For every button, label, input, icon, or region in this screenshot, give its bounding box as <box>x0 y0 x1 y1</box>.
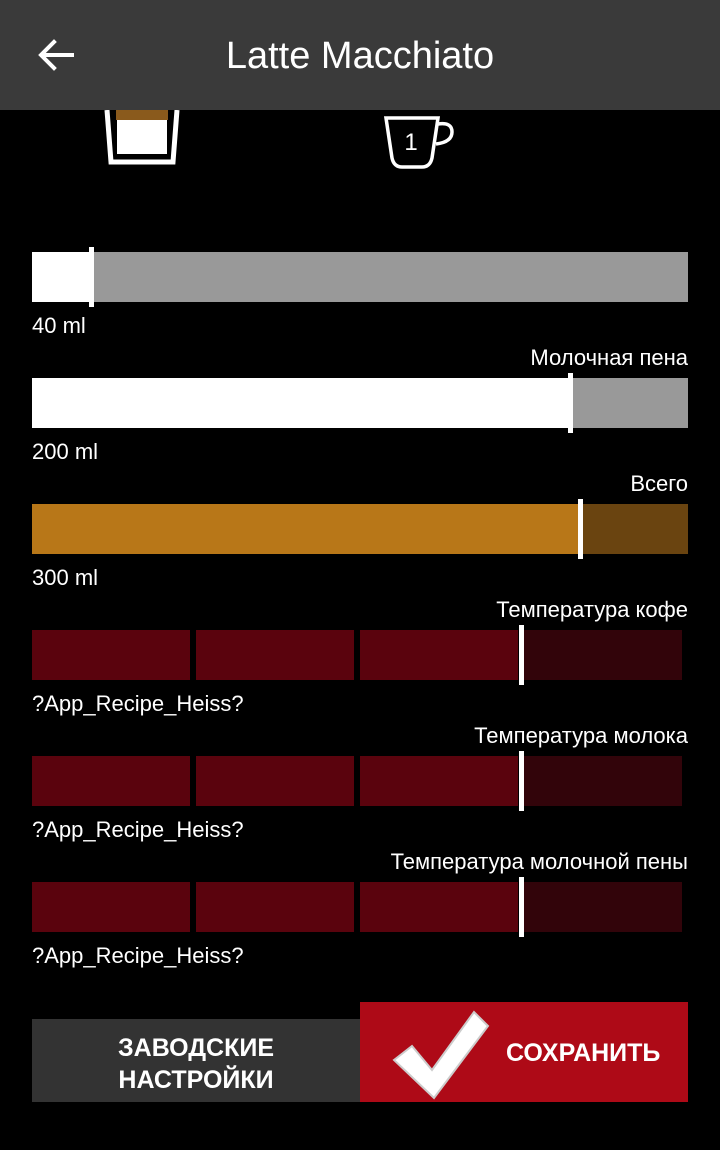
coffee-temperature-label: Температура кофе <box>496 597 688 622</box>
milk-temperature-value: ?App_Recipe_Heiss? <box>32 817 244 842</box>
temperature-segment-1[interactable] <box>32 882 190 932</box>
app-header: Latte Macchiato <box>0 0 720 110</box>
back-button[interactable] <box>30 30 82 80</box>
milk-foam-slider[interactable] <box>32 373 688 433</box>
milk-foam-thumb[interactable] <box>567 373 573 433</box>
total-label: Всего <box>630 471 688 496</box>
milk-temperature-thumb[interactable] <box>519 751 524 811</box>
total-slider[interactable] <box>32 499 688 559</box>
page-title: Latte Macchiato <box>225 35 495 77</box>
temperature-segment-3[interactable] <box>360 756 518 806</box>
temperature-segment-3[interactable] <box>360 630 518 680</box>
milk-foam-label: Молочная пена <box>530 345 688 370</box>
total-value: 300 ml <box>32 565 99 590</box>
temperature-segment-2[interactable] <box>196 756 354 806</box>
coffee-amount-value: 40 ml <box>32 313 86 338</box>
milk-foam-temperature-label: Температура молочной пены <box>390 849 688 874</box>
save-button[interactable]: СОХРАНИТЬ <box>360 1002 688 1102</box>
milk-foam-temperature-thumb[interactable] <box>519 877 524 937</box>
temperature-segment-2[interactable] <box>196 882 354 932</box>
temperature-segment-4[interactable] <box>524 882 682 932</box>
temperature-segment-2[interactable] <box>196 630 354 680</box>
checkmark-icon <box>392 1010 490 1100</box>
total-fill <box>32 504 580 554</box>
latte-glass-icon[interactable] <box>100 110 184 170</box>
temperature-segment-1[interactable] <box>32 756 190 806</box>
total-thumb[interactable] <box>577 499 583 559</box>
milk-foam-fill <box>32 378 570 428</box>
coffee-temperature-selector[interactable] <box>32 625 688 685</box>
temperature-segment-4[interactable] <box>524 756 682 806</box>
milk-temperature-label: Температура молока <box>474 723 688 748</box>
coffee-amount-fill <box>32 252 92 302</box>
factory-settings-button[interactable]: ЗАВОДСКИЕ НАСТРОЙКИ <box>32 1019 360 1102</box>
temperature-segment-4[interactable] <box>524 630 682 680</box>
coffee-amount-slider[interactable] <box>32 247 688 307</box>
temperature-segment-1[interactable] <box>32 630 190 680</box>
cup-number: 1 <box>404 129 417 156</box>
factory-settings-label: ЗАВОДСКИЕ НАСТРОЙКИ <box>117 1033 275 1094</box>
milk-foam-temperature-value: ?App_Recipe_Heiss? <box>32 943 244 968</box>
milk-foam-temperature-selector[interactable] <box>32 877 688 937</box>
coffee-temperature-value: ?App_Recipe_Heiss? <box>32 691 244 716</box>
milk-temperature-selector[interactable] <box>32 751 688 811</box>
temperature-segment-3[interactable] <box>360 882 518 932</box>
coffee-temperature-thumb[interactable] <box>519 625 524 685</box>
save-label: СОХРАНИТЬ <box>506 1039 661 1067</box>
milk-foam-value: 200 ml <box>32 439 99 464</box>
arrow-left-icon <box>38 39 74 71</box>
cup-one-icon[interactable]: 1 <box>380 112 456 172</box>
coffee-amount-thumb[interactable] <box>89 247 95 307</box>
